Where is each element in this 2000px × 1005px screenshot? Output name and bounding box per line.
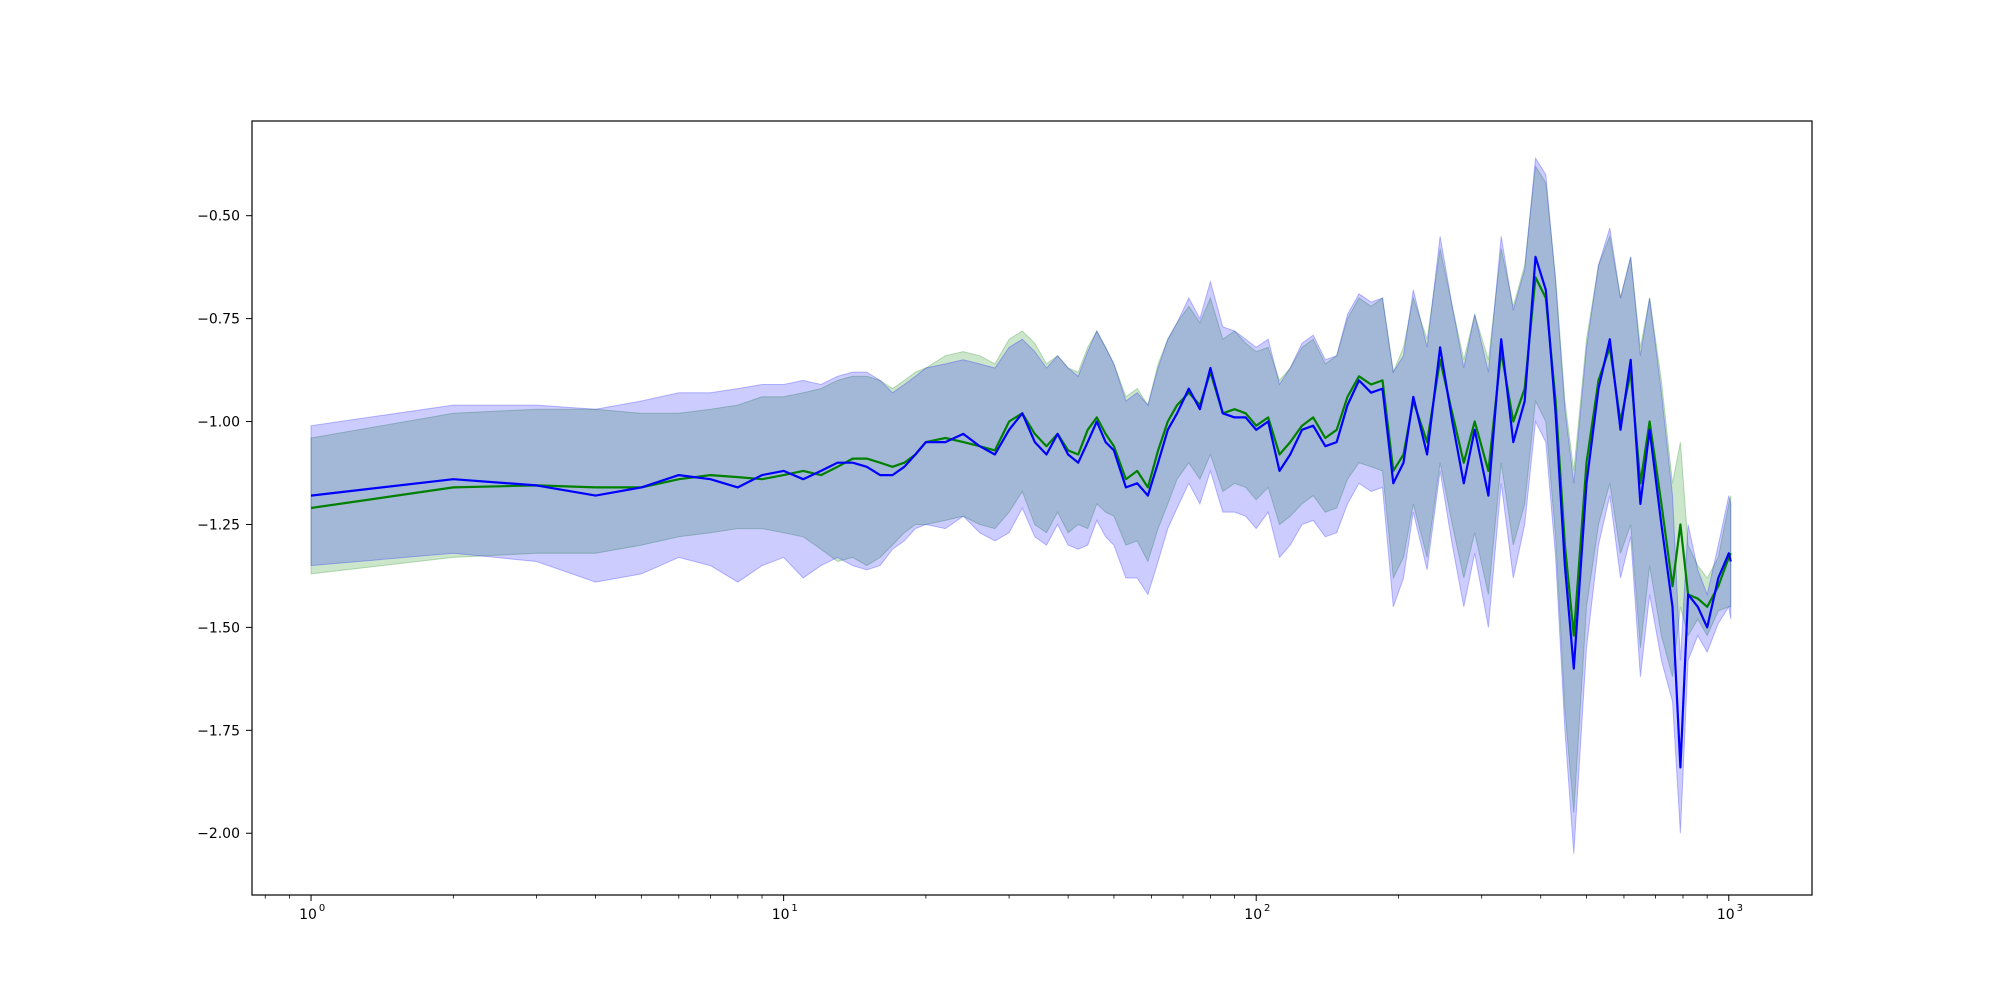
confidence-bands: [310, 156, 1732, 854]
y-axis: −0.50 −0.75 −1.00 −1.25 −1.50 −1.75 −2.00: [197, 209, 252, 842]
y-tick-label: −1.50: [197, 620, 240, 636]
y-tick-label: −1.75: [197, 723, 240, 739]
y-tick-label: −1.00: [197, 415, 240, 431]
x-tick-label: 10: [299, 907, 317, 923]
y-tick-label: −2.00: [197, 826, 240, 842]
y-tick-label: −0.50: [197, 209, 240, 225]
line-series-1: [310, 276, 1732, 637]
x-tick-label: 10: [1244, 907, 1262, 923]
x-tick-exponent: 3: [1737, 903, 1743, 914]
x-tick-exponent: 0: [319, 903, 325, 914]
x-tick-exponent: 1: [791, 903, 797, 914]
series-lines: [310, 255, 1732, 769]
line-series-2: [310, 255, 1732, 769]
x-tick-exponent: 2: [1264, 903, 1270, 914]
x-axis: 10 0 10 1 10 2 10 3: [264, 895, 1743, 923]
plot-frame: [251, 120, 1813, 896]
x-tick-label: 10: [1717, 907, 1735, 923]
y-tick-label: −1.25: [197, 517, 240, 533]
y-tick-label: −0.75: [197, 312, 240, 328]
band-series-1: [310, 164, 1732, 813]
x-tick-label: 10: [772, 907, 790, 923]
band-series-2: [310, 156, 1732, 854]
